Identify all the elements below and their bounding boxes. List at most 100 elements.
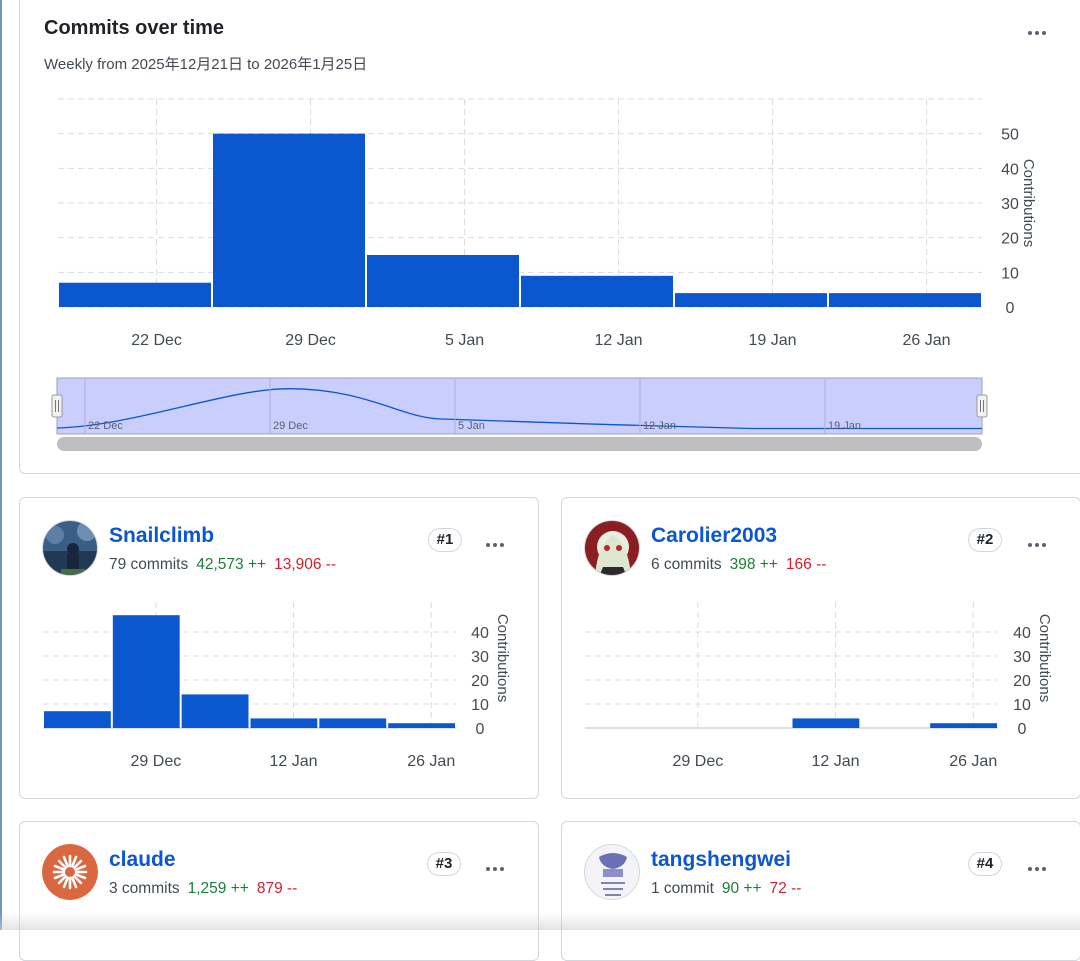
contributor-stats: 6 commits 398 ++ 166 -- — [651, 556, 826, 574]
navigator-label: 22 Dec — [88, 420, 123, 432]
x-tick-label: 12 Jan — [812, 753, 860, 770]
chart-options-menu-icon[interactable] — [1026, 27, 1047, 37]
contributor-options-menu-icon[interactable] — [1026, 863, 1047, 873]
x-tick-label: 19 Jan — [749, 332, 797, 349]
bar — [44, 711, 111, 728]
bar — [250, 718, 318, 728]
bar — [829, 293, 981, 307]
chart-subtitle: Weekly from 2025年12月21日 to 2026年1月25日 — [44, 56, 368, 73]
contributor-name-link[interactable]: Carolier2003 — [651, 524, 778, 547]
main-y-axis: 0 10 20 30 40 50 — [1001, 127, 1019, 317]
y-tick-label: 40 — [1001, 161, 1019, 178]
additions-count: 90 ++ — [721, 880, 762, 897]
chart-title: Commits over time — [44, 17, 225, 39]
window-edge — [0, 0, 2, 930]
bar — [319, 718, 387, 728]
y-tick-label: 10 — [471, 697, 489, 714]
deletions-count: 72 -- — [769, 880, 802, 897]
y-tick-label: 30 — [1013, 649, 1031, 666]
main-bars — [59, 133, 981, 307]
x-tick-label: 12 Jan — [270, 753, 318, 770]
navigator-label: 12 Jan — [643, 420, 676, 432]
avatar-sketch-icon — [585, 845, 639, 899]
x-tick-label: 29 Dec — [673, 753, 724, 770]
range-navigator[interactable]: 22 Dec 29 Dec 5 Jan 12 Jan 19 Jan — [51, 377, 988, 451]
main-y-axis-label: Contributions — [1020, 159, 1037, 247]
y-axis-label: Contributions — [1036, 614, 1053, 702]
bar — [521, 275, 673, 307]
contributor-card-4: tangshengwei 1 commit 90 ++ 72 -- #4 — [561, 821, 1080, 961]
contributor-name-link[interactable]: tangshengwei — [651, 848, 792, 871]
window-bottom-edge — [0, 912, 1080, 930]
contributor-chart: 29 Dec 12 Jan 26 Jan 0 10 20 30 40 Contributions — [43, 602, 511, 770]
contributor-card-3: claude 3 commits 1,259 ++ 879 -- #3 — [19, 821, 539, 961]
x-tick-label: 12 Jan — [595, 332, 643, 349]
contributor-card-2: Carolier2003 6 commits 398 ++ 166 -- #2 29… — [561, 497, 1080, 799]
commit-count: 6 commits — [651, 556, 722, 573]
contributor-stats: 1 commit 90 ++ 72 -- — [651, 880, 801, 898]
contributor-card-1: Snailclimb 79 commits 42,573 ++ 13,906 -- … — [19, 497, 539, 799]
y-tick-label: 30 — [471, 649, 489, 666]
navigator-label: 5 Jan — [458, 420, 485, 432]
x-tick-label: 22 Dec — [131, 332, 182, 349]
additions-count: 398 ++ — [729, 556, 778, 573]
x-tick-label: 26 Jan — [949, 753, 997, 770]
avatar-anime-icon — [585, 521, 639, 575]
y-tick-label: 0 — [476, 721, 485, 738]
claude-sunburst-icon — [42, 844, 98, 900]
main-x-axis: 22 Dec 29 Dec 5 Jan 12 Jan 19 Jan 26 Jan — [131, 332, 950, 349]
bar — [181, 694, 249, 728]
additions-count: 1,259 ++ — [187, 880, 249, 897]
avatar[interactable] — [584, 844, 640, 900]
navigator-label: 29 Dec — [273, 420, 308, 432]
y-tick-label: 30 — [1001, 196, 1019, 213]
y-tick-label: 40 — [471, 625, 489, 642]
x-tick-label: 29 Dec — [131, 753, 182, 770]
bar — [213, 133, 365, 307]
contributor-stats: 79 commits 42,573 ++ 13,906 -- — [109, 556, 336, 574]
y-tick-label: 0 — [1006, 300, 1015, 317]
bar — [930, 723, 997, 728]
y-tick-label: 20 — [471, 673, 489, 690]
bar — [59, 282, 211, 307]
y-tick-label: 20 — [1013, 673, 1031, 690]
navigator-window — [56, 377, 983, 435]
y-tick-label: 50 — [1001, 127, 1019, 144]
contributor-stats: 3 commits 1,259 ++ 879 -- — [109, 880, 297, 898]
y-tick-label: 10 — [1001, 265, 1019, 282]
navigator-handle-icon — [976, 394, 988, 418]
bar — [792, 718, 860, 728]
contributor-name-link[interactable]: Snailclimb — [109, 524, 215, 547]
avatar[interactable] — [42, 844, 98, 900]
rank-badge: #1 — [428, 528, 462, 552]
deletions-count: 879 -- — [256, 880, 298, 897]
deletions-count: 166 -- — [785, 556, 827, 573]
contributor-chart: 29 Dec 12 Jan 26 Jan 0 10 20 30 40 Contributions — [585, 602, 1053, 770]
contributor-options-menu-icon[interactable] — [484, 863, 505, 873]
additions-count: 42,573 ++ — [196, 556, 267, 573]
deletions-count: 13,906 -- — [274, 556, 337, 573]
x-tick-label: 29 Dec — [285, 332, 336, 349]
y-tick-label: 10 — [1013, 697, 1031, 714]
commits-over-time-card: Commits over time Weekly from 2025年12月21… — [19, 0, 1080, 474]
avatar[interactable] — [584, 520, 640, 576]
rank-badge: #4 — [968, 852, 1002, 876]
x-tick-label: 26 Jan — [903, 332, 951, 349]
bar — [675, 293, 827, 307]
contributor-name-link[interactable]: claude — [109, 848, 176, 871]
contributor-options-menu-icon[interactable] — [484, 539, 505, 549]
x-tick-label: 26 Jan — [407, 753, 455, 770]
y-axis-label: Contributions — [494, 614, 511, 702]
navigator-label: 19 Jan — [828, 420, 861, 432]
rank-badge: #2 — [968, 528, 1002, 552]
main-chart: 22 Dec 29 Dec 5 Jan 12 Jan 19 Jan 26 Jan 0 10 2… — [51, 98, 1037, 451]
x-tick-label: 5 Jan — [445, 332, 484, 349]
contributor-options-menu-icon[interactable] — [1026, 539, 1047, 549]
bar — [388, 723, 455, 728]
rank-badge: #3 — [427, 852, 461, 876]
bar — [367, 255, 519, 307]
commit-count: 79 commits — [109, 556, 189, 573]
y-tick-label: 40 — [1013, 625, 1031, 642]
y-tick-label: 0 — [1018, 721, 1027, 738]
bar — [112, 615, 180, 728]
